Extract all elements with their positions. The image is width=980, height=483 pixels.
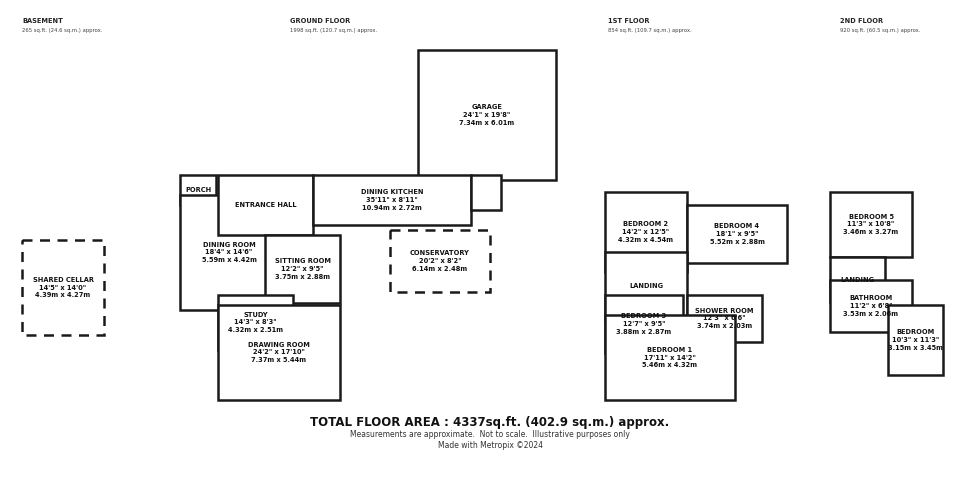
Text: STUDY
14'3" x 8'3"
4.32m x 2.51m: STUDY 14'3" x 8'3" 4.32m x 2.51m [228,312,283,333]
Text: SHARED CELLAR
14'5" x 14'0"
4.39m x 4.27m: SHARED CELLAR 14'5" x 14'0" 4.39m x 4.27… [32,277,93,298]
Text: BEDROOM 4
18'1" x 9'5"
5.52m x 2.88m: BEDROOM 4 18'1" x 9'5" 5.52m x 2.88m [710,223,764,245]
Text: GROUND FLOOR: GROUND FLOOR [290,18,350,24]
Bar [605,252,687,320]
Text: BEDROOM 1
17'11" x 14'2"
5.46m x 4.32m: BEDROOM 1 17'11" x 14'2" 5.46m x 4.32m [643,347,698,368]
Bar [180,175,216,205]
Text: GARAGE
24'1" x 19'8"
7.34m x 6.01m: GARAGE 24'1" x 19'8" 7.34m x 6.01m [460,104,514,126]
Bar [605,295,683,353]
Bar [418,50,556,180]
Bar [180,195,278,310]
Text: LANDING: LANDING [841,276,874,283]
Text: PORCH: PORCH [185,187,211,193]
Text: 265 sq.ft. (24.6 sq.m.) approx.: 265 sq.ft. (24.6 sq.m.) approx. [22,28,102,33]
Text: 854 sq.ft. (109.7 sq.m.) approx.: 854 sq.ft. (109.7 sq.m.) approx. [608,28,692,33]
Text: DINING ROOM
18'4" x 14'6"
5.59m x 4.42m: DINING ROOM 18'4" x 14'6" 5.59m x 4.42m [202,242,257,263]
Text: SITTING ROOM
12'2" x 9'5"
3.75m x 2.88m: SITTING ROOM 12'2" x 9'5" 3.75m x 2.88m [274,258,330,280]
Text: BEDROOM 5
11'3" x 10'8"
3.46m x 3.27m: BEDROOM 5 11'3" x 10'8" 3.46m x 3.27m [844,214,899,235]
Text: LANDING: LANDING [629,283,663,289]
Text: BEDROOM 3
12'7" x 9'5"
3.88m x 2.87m: BEDROOM 3 12'7" x 9'5" 3.88m x 2.87m [616,313,671,335]
Bar [313,175,471,225]
Bar [218,175,313,235]
Bar [471,175,501,210]
Bar [830,280,912,332]
Bar [390,230,490,292]
Bar [830,192,912,257]
Text: TOTAL FLOOR AREA : 4337sq.ft. (402.9 sq.m.) approx.: TOTAL FLOOR AREA : 4337sq.ft. (402.9 sq.… [311,416,669,429]
Bar [265,235,340,303]
Bar [605,315,735,400]
Text: BASEMENT: BASEMENT [22,18,63,24]
Text: 1998 sq.ft. (120.7 sq.m.) approx.: 1998 sq.ft. (120.7 sq.m.) approx. [290,28,377,33]
Text: BATHROOM
11'2" x 6'8"
3.53m x 2.06m: BATHROOM 11'2" x 6'8" 3.53m x 2.06m [844,295,899,317]
Bar [218,295,293,350]
Text: CONSERVATORY
20'2" x 8'2"
6.14m x 2.48m: CONSERVATORY 20'2" x 8'2" 6.14m x 2.48m [410,250,470,272]
Text: Measurements are approximate.  Not to scale.  Illustrative purposes only: Measurements are approximate. Not to sca… [350,430,630,439]
Bar [830,257,885,302]
Text: 920 sq.ft. (60.5 sq.m.) approx.: 920 sq.ft. (60.5 sq.m.) approx. [840,28,920,33]
Bar [687,295,762,342]
Text: DINING KITCHEN
35'11" x 8'11"
10.94m x 2.72m: DINING KITCHEN 35'11" x 8'11" 10.94m x 2… [361,189,423,211]
Text: BEDROOM 2
14'2" x 12'5"
4.32m x 4.54m: BEDROOM 2 14'2" x 12'5" 4.32m x 4.54m [618,221,673,243]
Text: SHOWER ROOM
12'3" x 6'6"
3.74m x 2.03m: SHOWER ROOM 12'3" x 6'6" 3.74m x 2.03m [695,308,754,329]
Text: 1ST FLOOR: 1ST FLOOR [608,18,650,24]
Bar [605,192,687,272]
Text: DRAWING ROOM
24'2" x 17'10"
7.37m x 5.44m: DRAWING ROOM 24'2" x 17'10" 7.37m x 5.44… [248,342,310,363]
Text: Made with Metropix ©2024: Made with Metropix ©2024 [437,441,543,450]
Bar [888,305,943,375]
Bar [218,305,340,400]
Text: 2ND FLOOR: 2ND FLOOR [840,18,883,24]
Bar [22,240,104,335]
Text: BEDROOM
10'3" x 11'3"
3.15m x 3.45m: BEDROOM 10'3" x 11'3" 3.15m x 3.45m [888,329,943,351]
Text: ENTRANCE HALL: ENTRANCE HALL [234,202,296,208]
Bar [687,205,787,263]
